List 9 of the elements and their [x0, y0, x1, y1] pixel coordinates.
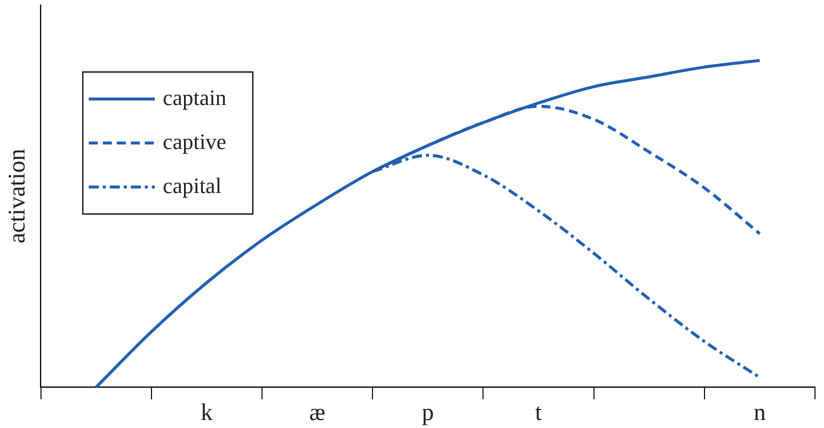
x-tick-label: æ: [309, 400, 326, 426]
legend-label: capital: [162, 172, 222, 198]
x-tick-label: k: [200, 400, 213, 426]
y-axis-title: activation: [4, 148, 31, 244]
x-tick-label: t: [535, 400, 542, 426]
x-tick-label: p: [422, 400, 434, 426]
legend-label: captain: [162, 84, 226, 110]
legend-label: captive: [162, 128, 226, 154]
x-tick-label: n: [754, 400, 766, 426]
